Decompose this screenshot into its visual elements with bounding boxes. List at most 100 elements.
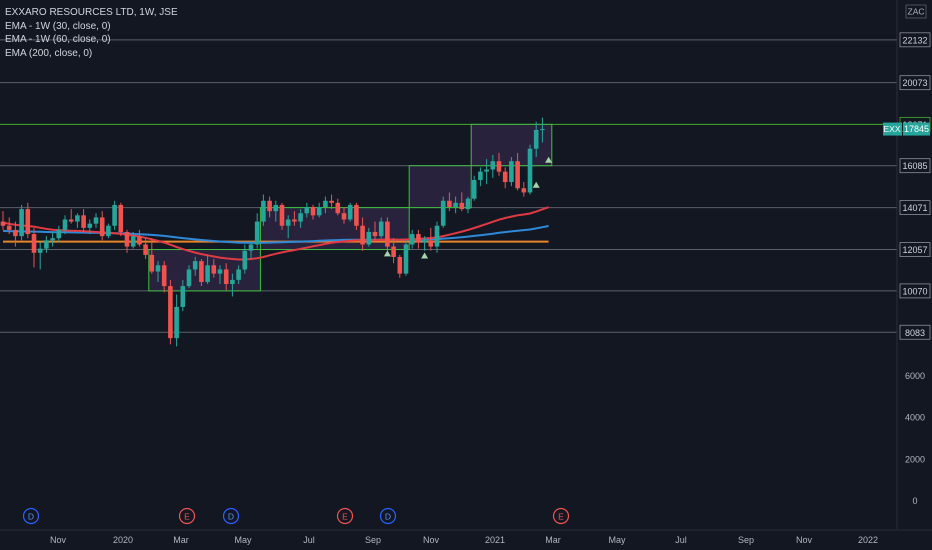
chart-legend: EXXARO RESOURCES LTD, 1W, JSE EMA - 1W (… bbox=[5, 6, 178, 60]
candle-body bbox=[273, 204, 279, 212]
time-tick-label: Nov bbox=[423, 535, 440, 545]
candle-body bbox=[174, 306, 179, 339]
time-tick-label: Nov bbox=[50, 535, 67, 545]
candle-body bbox=[360, 225, 365, 245]
legend-ema-60[interactable]: EMA - 1W (60, close, 0) bbox=[5, 34, 111, 45]
price-level-label: 14071 bbox=[902, 203, 927, 213]
candle-body bbox=[223, 269, 229, 285]
buy-signal-marker bbox=[532, 181, 540, 188]
candle-body bbox=[453, 202, 458, 208]
candle-body bbox=[68, 219, 74, 222]
candle-body bbox=[347, 204, 353, 220]
candle-body bbox=[366, 231, 372, 245]
candle-body bbox=[50, 238, 55, 241]
candle-body bbox=[267, 200, 272, 212]
candle-body bbox=[180, 286, 186, 307]
candle-body bbox=[440, 200, 446, 226]
dividend-marker-label: D bbox=[28, 512, 34, 522]
price-level-box bbox=[899, 242, 931, 257]
time-tick-label: 2021 bbox=[485, 535, 505, 545]
candle-body bbox=[540, 129, 545, 131]
candle-body bbox=[465, 198, 471, 210]
ema-30-line bbox=[2, 206, 549, 261]
candle-body bbox=[254, 221, 260, 245]
earnings-marker-label: E bbox=[184, 512, 190, 522]
candle-body bbox=[316, 207, 322, 216]
dividend-marker[interactable] bbox=[22, 507, 40, 525]
time-tick-label: May bbox=[608, 535, 626, 545]
candle-body bbox=[490, 161, 496, 170]
price-level-box bbox=[899, 324, 931, 340]
price-tick-label: 6000 bbox=[905, 371, 925, 381]
candle-body bbox=[217, 269, 223, 274]
earnings-marker[interactable] bbox=[552, 507, 570, 525]
candle-body bbox=[341, 213, 347, 220]
candle-body bbox=[93, 217, 99, 224]
currency-label[interactable]: ZAC bbox=[908, 7, 925, 17]
candle-body bbox=[242, 250, 248, 270]
candle-body bbox=[44, 240, 49, 249]
candle-body bbox=[87, 223, 93, 228]
candle-body bbox=[248, 244, 254, 251]
candle-body bbox=[416, 234, 421, 243]
candle-body bbox=[130, 236, 136, 247]
candle-body bbox=[31, 234, 37, 253]
price-badges: EXX 17845 bbox=[883, 122, 930, 136]
candle-body bbox=[81, 215, 86, 228]
candle-body bbox=[137, 236, 142, 245]
time-tick-label: Jul bbox=[303, 535, 315, 545]
legend-ema-30[interactable]: EMA - 1W (30, close, 0) bbox=[5, 20, 111, 32]
candle-body bbox=[471, 179, 477, 199]
candle-body bbox=[502, 171, 508, 183]
candle-body bbox=[199, 261, 204, 282]
candle-body bbox=[409, 234, 415, 245]
earnings-marker[interactable] bbox=[336, 507, 354, 525]
candle-body bbox=[56, 229, 62, 239]
candle-body bbox=[527, 148, 533, 193]
candle-body bbox=[143, 244, 148, 255]
price-level-box bbox=[899, 200, 931, 216]
candle-body bbox=[298, 213, 303, 222]
candle-body bbox=[168, 286, 173, 339]
ticker-badge bbox=[883, 122, 902, 136]
range-zones bbox=[148, 123, 553, 292]
candle-body bbox=[434, 225, 440, 247]
time-tick-label: Sep bbox=[365, 535, 381, 545]
candle-body bbox=[447, 200, 452, 208]
dividend-marker[interactable] bbox=[379, 507, 397, 525]
price-level-box bbox=[899, 283, 931, 299]
candle-body bbox=[112, 204, 117, 226]
candle-body bbox=[428, 240, 434, 247]
dividend-marker-label: D bbox=[228, 512, 234, 522]
buy-signal-marker bbox=[421, 252, 429, 259]
price-level-label: 20073 bbox=[902, 78, 927, 88]
dividend-marker-label: D bbox=[385, 512, 391, 522]
currency-box bbox=[905, 4, 927, 19]
candle-body bbox=[192, 261, 198, 270]
candle-body bbox=[99, 217, 105, 237]
candle-body bbox=[124, 231, 130, 247]
time-tick-label: 2020 bbox=[113, 535, 133, 545]
candle-body bbox=[292, 219, 297, 222]
candle-body bbox=[397, 256, 403, 274]
earnings-marker-label: E bbox=[558, 512, 564, 522]
candle-body bbox=[515, 161, 520, 189]
time-axis[interactable]: Nov 2020 Mar May Jul Sep Nov 2021 Mar May Jul Sep No… bbox=[0, 529, 932, 545]
price-axis[interactable]: 8083100701205714071160851807120073221320… bbox=[896, 0, 931, 530]
candle-body bbox=[261, 200, 266, 222]
last-price-label: 17845 bbox=[904, 124, 929, 134]
candle-body bbox=[62, 219, 68, 230]
candle-body bbox=[13, 229, 18, 237]
candle-body bbox=[211, 265, 217, 274]
candle-body bbox=[329, 200, 334, 203]
candle-body bbox=[354, 204, 359, 226]
candle-body bbox=[378, 221, 384, 237]
dividend-marker[interactable] bbox=[222, 507, 240, 525]
earnings-marker[interactable] bbox=[178, 507, 196, 525]
time-tick-label: Sep bbox=[738, 535, 754, 545]
candle-body bbox=[106, 225, 111, 237]
legend-ema-200[interactable]: EMA (200, close, 0) bbox=[5, 47, 93, 59]
candle-body bbox=[335, 202, 341, 214]
